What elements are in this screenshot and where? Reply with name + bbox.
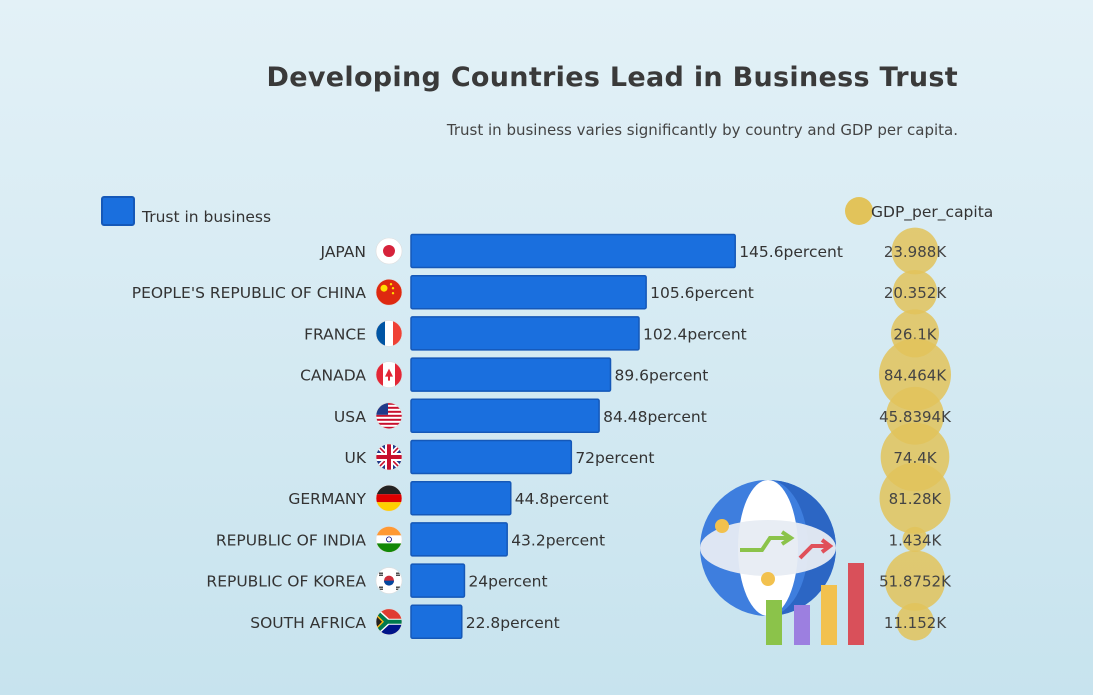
trust-value-label: 22.8percent (466, 614, 560, 632)
trust-value-label: 89.6percent (615, 367, 709, 385)
category-label: UK (344, 449, 366, 467)
trust-value-label: 72percent (575, 449, 654, 467)
gdp-value-label: 11.152K (884, 614, 947, 632)
gdp-value-label: 23.988K (884, 243, 947, 261)
category-label: SOUTH AFRICA (250, 614, 366, 632)
category-label: FRANCE (304, 325, 366, 343)
gdp-value-label: 20.352K (884, 284, 947, 302)
trust-bar (411, 482, 511, 515)
flag-in-icon (376, 526, 402, 552)
trust-value-label: 105.6percent (650, 284, 754, 302)
trust-bar (411, 235, 735, 268)
globe-growth-illustration (700, 480, 864, 645)
trust-value-label: 44.8percent (515, 490, 609, 508)
trust-value-label: 84.48percent (603, 408, 707, 426)
flag-ca-icon (376, 362, 402, 388)
flag-cn-icon (376, 279, 402, 305)
trust-value-label: 145.6percent (739, 243, 843, 261)
legend: Trust in business GDP_per_capita (102, 197, 993, 226)
flag-de-icon (376, 485, 402, 511)
category-label: GERMANY (288, 490, 366, 508)
category-label: PEOPLE'S REPUBLIC OF CHINA (132, 284, 367, 302)
legend-label-trust: Trust in business (141, 208, 271, 226)
legend-swatch-trust (102, 197, 134, 225)
trust-value-label: 43.2percent (511, 531, 605, 549)
category-label: CANADA (300, 367, 366, 385)
category-label: JAPAN (320, 243, 366, 261)
gdp-value-label: 81.28K (889, 490, 943, 508)
category-label: REPUBLIC OF INDIA (216, 531, 367, 549)
legend-swatch-gdp (845, 197, 873, 225)
gdp-value-label: 84.464K (884, 367, 947, 385)
trust-bar (411, 441, 571, 474)
trust-bar (411, 399, 599, 432)
trust-value-label: 102.4percent (643, 325, 747, 343)
trust-value-label: 24percent (468, 573, 547, 591)
trust-bar (411, 276, 646, 309)
gdp-value-label: 51.8752K (879, 573, 952, 591)
trust-bar (411, 605, 462, 638)
legend-label-gdp: GDP_per_capita (871, 203, 993, 222)
trust-bar (411, 317, 639, 350)
flag-kr-icon (376, 568, 402, 594)
flag-us-icon (376, 403, 402, 429)
category-label: USA (334, 408, 366, 426)
trust-bar (411, 564, 464, 597)
trust-bar (411, 358, 611, 391)
flag-jp-icon (376, 238, 402, 264)
flag-fr-icon (376, 320, 402, 346)
category-label: REPUBLIC OF KOREA (206, 573, 366, 591)
gdp-value-label: 1.434K (889, 531, 943, 549)
flag-za-icon (376, 607, 402, 637)
flag-uk-icon (376, 444, 402, 470)
trust-bar (411, 523, 507, 556)
